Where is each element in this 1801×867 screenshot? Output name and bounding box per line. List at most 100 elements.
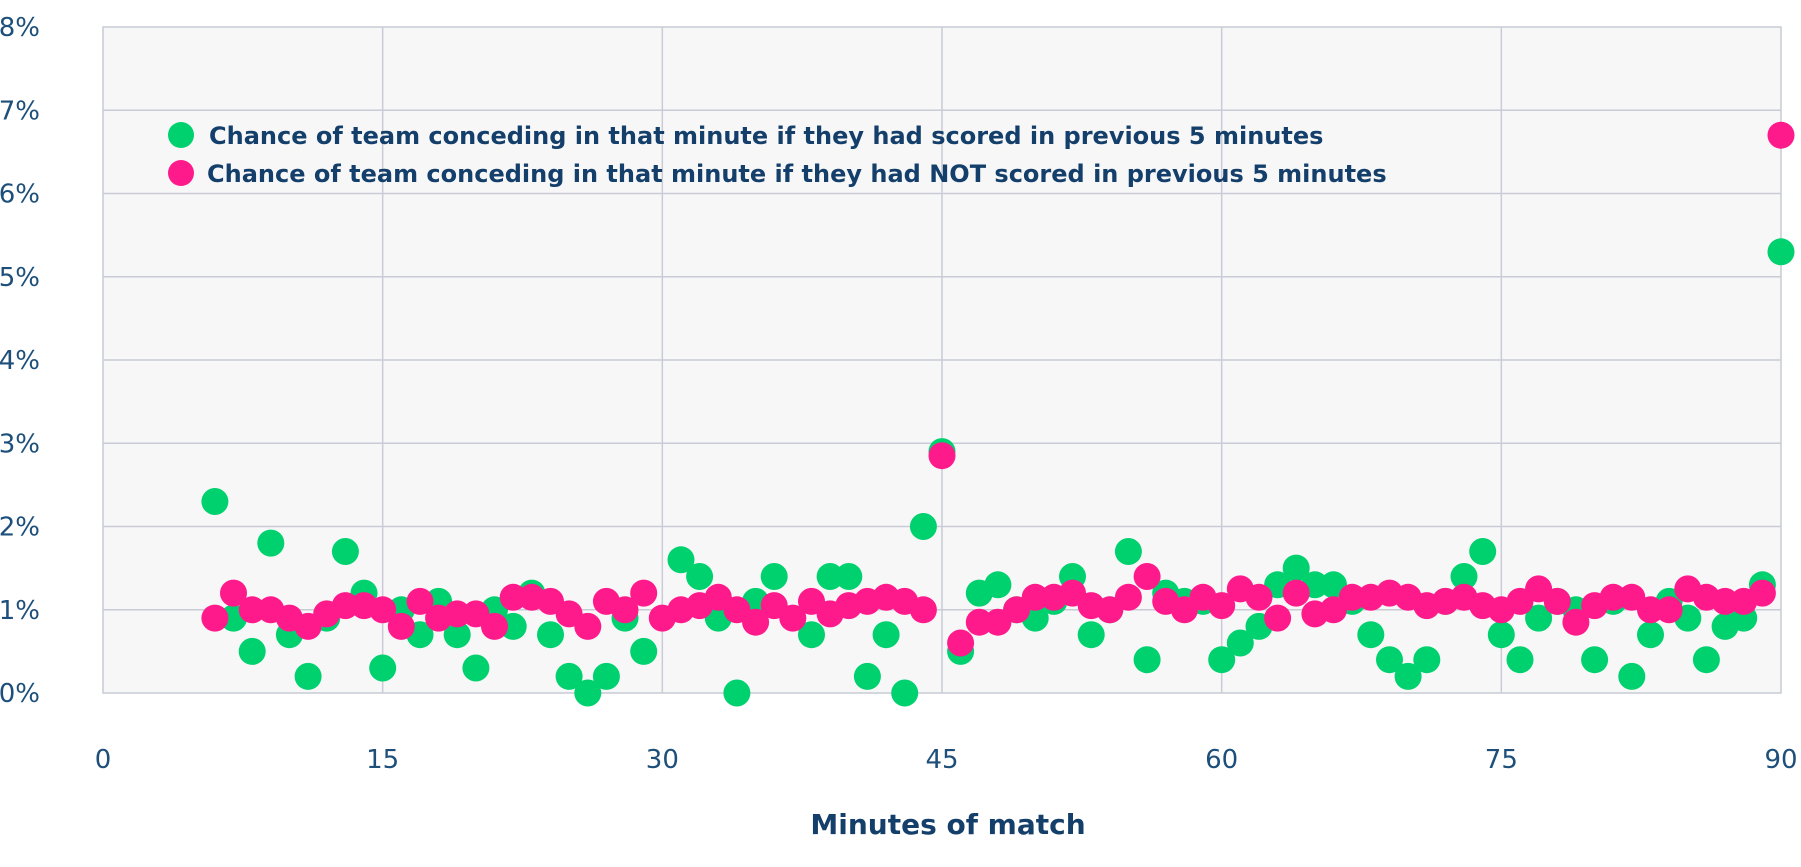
point-not-scored-17 [406, 587, 434, 615]
point-not-scored-78 [1543, 587, 1571, 615]
legend-marker-not-scored [168, 160, 194, 186]
point-scored-8 [238, 637, 266, 665]
point-not-scored-56 [1133, 563, 1161, 590]
point-not-scored-64 [1282, 579, 1310, 607]
point-not-scored-55 [1114, 583, 1142, 611]
point-scored-90 [1767, 238, 1795, 266]
point-scored-60 [1208, 646, 1236, 674]
point-scored-71 [1413, 646, 1441, 674]
point-not-scored-50 [1021, 583, 1049, 611]
y-tick-7: 7% [0, 96, 40, 126]
point-not-scored-81 [1599, 583, 1627, 611]
point-scored-43 [891, 679, 919, 707]
point-not-scored-87 [1711, 587, 1739, 615]
point-scored-11 [294, 662, 322, 690]
point-scored-25 [555, 662, 583, 690]
series-not-scored [201, 121, 1795, 657]
point-scored-68 [1357, 621, 1385, 649]
point-not-scored-26 [574, 612, 602, 640]
point-scored-48 [984, 571, 1012, 599]
point-not-scored-21 [481, 612, 508, 640]
point-not-scored-47 [965, 608, 993, 636]
point-scored-64 [1282, 554, 1310, 582]
y-tick-0: 0% [0, 679, 40, 709]
legend-label-not-scored: Chance of team conceding in that minute … [207, 160, 1387, 188]
x-tick-labels: 0 15 30 45 60 75 90 [95, 745, 1798, 775]
y-tick-4: 4% [0, 346, 40, 376]
point-scored-70 [1394, 662, 1422, 690]
point-not-scored-44 [909, 596, 937, 624]
y-tick-5: 5% [0, 263, 40, 293]
point-scored-40 [835, 563, 863, 590]
point-not-scored-89 [1748, 579, 1776, 607]
point-scored-75 [1487, 621, 1515, 649]
point-scored-29 [630, 637, 658, 665]
point-scored-83 [1637, 621, 1664, 649]
point-scored-77 [1525, 604, 1553, 632]
x-tick-15: 15 [366, 745, 399, 775]
point-scored-24 [537, 621, 564, 649]
point-scored-22 [499, 612, 527, 640]
point-scored-31 [667, 546, 695, 574]
x-tick-0: 0 [95, 745, 112, 775]
point-scored-19 [443, 621, 471, 649]
point-scored-6 [201, 488, 229, 515]
y-tick-8: 8% [0, 13, 40, 43]
point-not-scored-16 [387, 612, 415, 640]
point-not-scored-13 [331, 592, 359, 620]
point-not-scored-22 [499, 583, 527, 611]
point-not-scored-19 [443, 600, 471, 628]
point-not-scored-79 [1562, 608, 1590, 636]
point-not-scored-7 [220, 579, 247, 607]
point-scored-20 [462, 654, 490, 682]
point-scored-55 [1114, 538, 1142, 565]
point-scored-39 [816, 563, 844, 590]
point-not-scored-46 [947, 629, 975, 657]
legend: Chance of team conceding in that minute … [168, 122, 1387, 188]
point-scored-69 [1376, 646, 1403, 674]
point-not-scored-60 [1208, 592, 1236, 620]
x-tick-45: 45 [925, 745, 958, 775]
point-not-scored-6 [201, 604, 229, 632]
point-scored-73 [1450, 563, 1478, 590]
y-tick-1: 1% [0, 596, 40, 626]
point-scored-61 [1226, 629, 1254, 657]
point-scored-27 [592, 662, 620, 690]
point-scored-42 [872, 621, 900, 649]
point-scored-53 [1077, 621, 1105, 649]
point-not-scored-63 [1264, 604, 1292, 632]
point-scored-13 [331, 538, 359, 565]
x-tick-90: 90 [1764, 745, 1797, 775]
y-tick-2: 2% [0, 513, 40, 543]
point-not-scored-83 [1637, 596, 1664, 624]
point-scored-80 [1581, 646, 1609, 674]
x-tick-30: 30 [646, 745, 679, 775]
point-not-scored-90 [1767, 121, 1795, 149]
point-not-scored-28 [611, 596, 639, 624]
point-not-scored-29 [630, 579, 658, 607]
point-not-scored-62 [1245, 583, 1273, 611]
x-tick-75: 75 [1485, 745, 1518, 775]
point-scored-38 [798, 621, 825, 649]
x-axis-label: Minutes of match [810, 808, 1085, 841]
point-not-scored-45 [928, 442, 956, 470]
point-scored-15 [369, 654, 397, 682]
point-scored-9 [257, 529, 285, 557]
point-scored-36 [760, 563, 788, 590]
point-scored-34 [723, 679, 751, 707]
point-scored-44 [909, 513, 937, 540]
point-scored-26 [574, 679, 602, 707]
point-scored-56 [1133, 646, 1161, 674]
point-scored-82 [1618, 662, 1646, 690]
point-scored-86 [1692, 646, 1720, 674]
legend-label-scored: Chance of team conceding in that minute … [209, 122, 1323, 150]
point-not-scored-8 [238, 596, 266, 624]
x-tick-60: 60 [1205, 745, 1238, 775]
point-scored-74 [1469, 538, 1497, 565]
legend-marker-scored [168, 122, 194, 148]
point-scored-32 [686, 563, 714, 590]
y-tick-labels: 0% 1% 2% 3% 4% 5% 6% 7% 8% [0, 13, 40, 709]
y-tick-3: 3% [0, 429, 40, 459]
point-not-scored-84 [1655, 596, 1683, 624]
